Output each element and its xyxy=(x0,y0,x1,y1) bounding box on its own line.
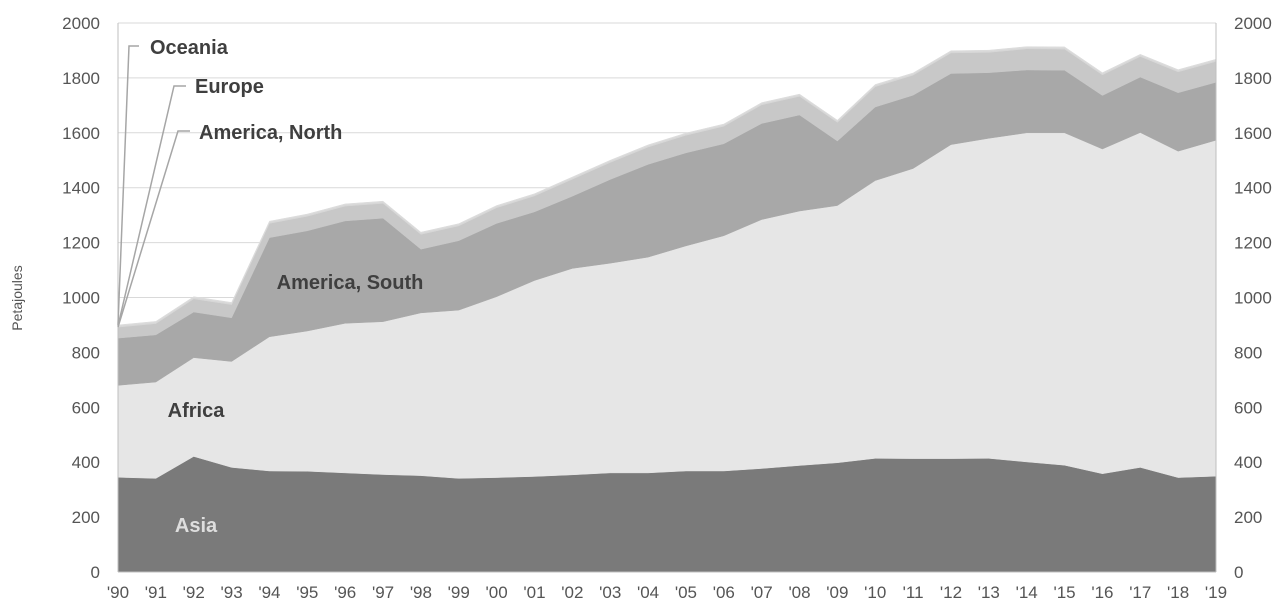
left-y-tick-label: 1600 xyxy=(62,124,100,143)
left-y-tick-label: 400 xyxy=(72,453,100,472)
right-y-tick-label: 1000 xyxy=(1234,289,1272,308)
right-y-tick-label: 1200 xyxy=(1234,234,1272,253)
left-y-tick-label: 200 xyxy=(72,508,100,527)
x-tick-label: '07 xyxy=(751,583,773,602)
series-label-europe: Europe xyxy=(195,76,264,98)
leader-line xyxy=(117,45,139,325)
x-tick-label: '95 xyxy=(296,583,318,602)
left-y-tick-label: 0 xyxy=(91,563,100,582)
x-tick-label: '14 xyxy=(1016,583,1038,602)
series-label-oceania: Oceania xyxy=(150,37,229,59)
x-tick-label: '09 xyxy=(826,583,848,602)
right-y-tick-labels: 0 200 400 600 800 1000 1200 1400 1600 1800 2000 xyxy=(1234,14,1272,582)
x-tick-label: '91 xyxy=(145,583,167,602)
x-tick-label: '01 xyxy=(523,583,545,602)
y-axis-label: Petajoules xyxy=(9,265,25,330)
left-y-tick-label: 1800 xyxy=(62,69,100,88)
x-tick-label: '96 xyxy=(334,583,356,602)
x-tick-label: '11 xyxy=(903,583,924,602)
x-tick-labels: '90 '91 '92 '93 '94 '95 '96 '97 '98 '99 '00 '01 '02 '… xyxy=(107,583,1227,602)
x-tick-label: '13 xyxy=(978,583,1000,602)
x-tick-label: '12 xyxy=(940,583,962,602)
leader-line xyxy=(117,130,190,328)
right-y-tick-label: 600 xyxy=(1234,398,1262,417)
series-label-america-south: America, South xyxy=(277,272,424,294)
x-tick-label: '05 xyxy=(675,583,697,602)
right-y-tick-label: 1800 xyxy=(1234,69,1272,88)
left-y-tick-label: 1400 xyxy=(62,179,100,198)
right-y-tick-label: 800 xyxy=(1234,343,1262,362)
left-y-tick-labels: 0 200 400 600 800 1000 1200 1400 1600 1800 2000 xyxy=(62,14,100,582)
x-tick-label: '90 xyxy=(107,583,129,602)
x-tick-label: '94 xyxy=(258,583,280,602)
annotation-leader-lines xyxy=(117,45,190,328)
x-tick-label: '98 xyxy=(410,583,432,602)
right-y-tick-label: 1600 xyxy=(1234,124,1272,143)
x-tick-label: '99 xyxy=(448,583,470,602)
x-tick-label: '00 xyxy=(486,583,508,602)
left-y-tick-label: 800 xyxy=(72,343,100,362)
left-y-tick-label: 600 xyxy=(72,398,100,417)
x-tick-label: '06 xyxy=(713,583,735,602)
x-tick-label: '19 xyxy=(1205,583,1227,602)
x-tick-label: '16 xyxy=(1091,583,1113,602)
right-y-tick-label: 1400 xyxy=(1234,179,1272,198)
x-tick-label: '03 xyxy=(599,583,621,602)
annotation-labels: Oceania Europe America, North America, Sout… xyxy=(150,37,423,537)
x-tick-label: '92 xyxy=(183,583,205,602)
area-series-asia xyxy=(117,456,1217,573)
x-tick-label: '04 xyxy=(637,583,659,602)
x-tick-label: '02 xyxy=(561,583,583,602)
x-tick-label: '08 xyxy=(788,583,810,602)
left-y-tick-label: 2000 xyxy=(62,14,100,33)
x-tick-label: '97 xyxy=(372,583,394,602)
x-tick-label: '10 xyxy=(864,583,886,602)
leader-line xyxy=(117,85,186,326)
right-y-tick-label: 200 xyxy=(1234,508,1262,527)
x-tick-label: '93 xyxy=(221,583,243,602)
x-tick-label: '18 xyxy=(1167,583,1189,602)
right-y-tick-label: 2000 xyxy=(1234,14,1272,33)
axes xyxy=(117,23,1217,573)
left-y-tick-label: 1000 xyxy=(62,289,100,308)
left-y-tick-label: 1200 xyxy=(62,234,100,253)
x-tick-label: '15 xyxy=(1053,583,1075,602)
right-y-tick-label: 400 xyxy=(1234,453,1262,472)
series-areas xyxy=(117,46,1217,573)
series-label-africa: Africa xyxy=(168,400,226,422)
x-tick-label: '17 xyxy=(1129,583,1151,602)
series-label-america-north: America, North xyxy=(199,122,342,144)
right-y-tick-label: 0 xyxy=(1234,563,1243,582)
series-label-asia: Asia xyxy=(175,515,218,537)
